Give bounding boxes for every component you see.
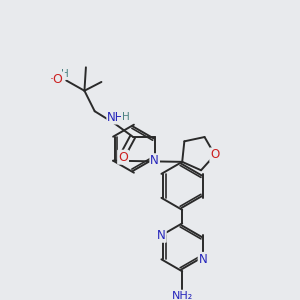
- Text: N: N: [157, 229, 166, 242]
- Text: H: H: [61, 69, 69, 79]
- Text: N: N: [199, 253, 207, 266]
- Text: O: O: [210, 148, 220, 161]
- Text: H: H: [122, 112, 130, 122]
- Text: NH₂: NH₂: [172, 291, 193, 300]
- Text: O: O: [118, 151, 128, 164]
- Text: NH: NH: [107, 111, 125, 124]
- Text: ·O: ·O: [50, 73, 64, 85]
- Text: N: N: [150, 154, 159, 167]
